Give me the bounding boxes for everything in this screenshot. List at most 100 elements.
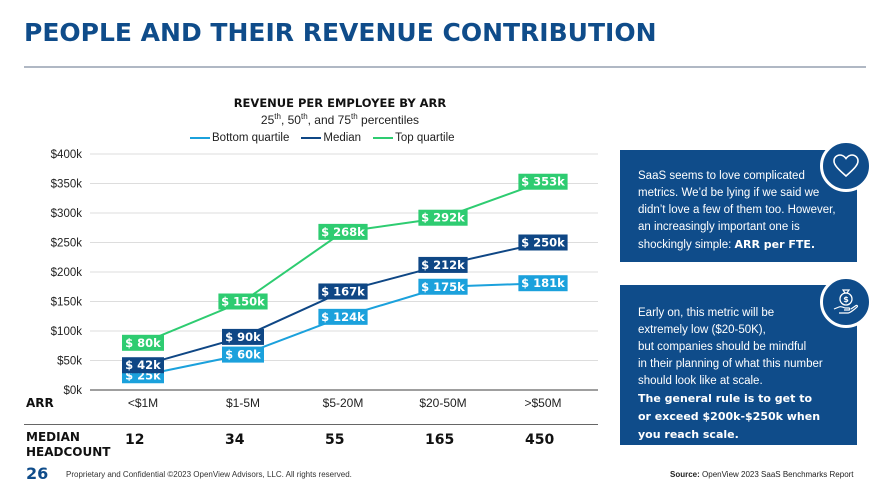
- svg-text:$: $: [843, 295, 849, 304]
- data-label: $ 175k: [418, 278, 468, 295]
- source-text: OpenView 2023 SaaS Benchmarks Report: [702, 470, 854, 479]
- median-headcount-value: 34: [225, 432, 245, 448]
- data-label: $ 42k: [122, 357, 164, 374]
- data-label-text: $ 292k: [421, 211, 465, 225]
- data-label: $ 60k: [222, 346, 264, 363]
- callout-line: SaaS seems to love complicated: [638, 170, 805, 182]
- data-label: $ 292k: [418, 209, 468, 226]
- y-tick-label: $400k: [51, 149, 83, 161]
- callout-line: Early on, this metric will be: [638, 307, 775, 319]
- y-tick-label: $250k: [51, 238, 83, 250]
- x-tick-label: $20-50M: [419, 396, 467, 410]
- callout-general-rule: Early on, this metric will be extremely …: [620, 285, 857, 445]
- y-tick-label: $200k: [51, 267, 83, 279]
- data-label-text: $ 150k: [221, 295, 265, 309]
- x-tick-label: $1-5M: [225, 396, 260, 410]
- callout-line: but companies should be mindful: [638, 341, 807, 353]
- data-label-box: [518, 173, 568, 190]
- callout-bold-text: ARR per FTE.: [734, 238, 816, 251]
- headcount-label-line: HEADCOUNT: [26, 445, 111, 459]
- heart-icon-badge: [820, 140, 872, 192]
- series-line-median: [142, 241, 544, 367]
- data-label-text: $ 212k: [421, 258, 465, 272]
- x-tick-label: <$1M: [127, 396, 159, 410]
- x-tick-label: >$50M: [524, 396, 562, 410]
- subtitle-text: percentiles: [357, 113, 420, 127]
- callout-bold-line: or exceed $200k-$250k when: [638, 410, 821, 423]
- data-label-text: $ 181k: [521, 276, 565, 290]
- page-title: PEOPLE AND THEIR REVENUE CONTRIBUTION: [24, 18, 657, 47]
- data-label-box: [218, 293, 268, 310]
- callout-line: shockingly simple: ARR per FTE.: [638, 236, 839, 254]
- data-label-text: $ 268k: [321, 225, 365, 239]
- money-bag-hand-icon: $: [833, 289, 859, 314]
- data-label-box: [222, 328, 264, 345]
- title-divider: [24, 66, 866, 68]
- footer-copyright: Proprietary and Confidential ©2023 OpenV…: [66, 470, 352, 479]
- data-label-text: $ 175k: [421, 280, 465, 294]
- legend-label: Top quartile: [395, 132, 455, 144]
- callout-line: didn’t love a few of them too. However,: [638, 204, 836, 216]
- legend-swatch: [373, 137, 394, 139]
- data-label-text: $ 90k: [225, 330, 261, 344]
- data-label-text: $ 167k: [321, 284, 365, 298]
- line-chart: $0k $50k $100k $150k $200k $250k $300k $350k $40…: [51, 149, 598, 397]
- data-label-box: [418, 256, 468, 273]
- data-label: $ 353k: [518, 173, 568, 190]
- data-label-box: [122, 357, 164, 374]
- callout-line: an increasingly important one is: [638, 221, 800, 233]
- x-tick-label: $5-20M: [322, 396, 364, 410]
- y-tick-label: $0k: [63, 385, 82, 397]
- data-label: $ 80k: [122, 334, 164, 351]
- data-label: $ 90k: [222, 328, 264, 345]
- subtitle-text: 25: [260, 113, 275, 127]
- legend-label: Bottom quartile: [212, 132, 290, 144]
- subtitle-text: , and 75: [307, 113, 352, 127]
- median-headcount-value: 12: [125, 432, 145, 448]
- data-label-box: [122, 334, 164, 351]
- data-label-box: [418, 278, 468, 295]
- page-number: 26: [26, 464, 49, 483]
- data-label-text: $ 60k: [225, 348, 261, 362]
- data-label-text: $ 353k: [521, 175, 565, 189]
- callout-bold-line: you reach scale.: [638, 428, 739, 441]
- source-note: Source: OpenView 2023 SaaS Benchmarks Re…: [670, 470, 854, 479]
- data-label-box: [318, 223, 368, 240]
- subtitle-sup: th: [351, 112, 358, 121]
- median-headcount-value: 165: [425, 432, 455, 448]
- data-label-box: [518, 275, 568, 292]
- x-axis-label: ARR: [26, 396, 54, 410]
- legend-item-bottom-quartile: Bottom quartile: [190, 132, 289, 144]
- data-label: $ 167k: [318, 283, 368, 300]
- median-headcount-label: MEDIAN HEADCOUNT: [26, 430, 110, 460]
- source-label: Source:: [670, 470, 700, 479]
- heart-icon: [833, 154, 859, 178]
- chart-title: REVENUE PER EMPLOYEE BY ARR: [233, 96, 447, 110]
- data-label-box: [318, 283, 368, 300]
- data-label: $ 212k: [418, 256, 468, 273]
- data-label-box: [518, 234, 568, 251]
- y-tick-label: $50k: [57, 356, 82, 368]
- data-label-text: $ 42k: [125, 358, 161, 372]
- chart-legend: Bottom quartile Median Top quartile: [190, 132, 455, 144]
- data-label-box: [222, 346, 264, 363]
- chart-subtitle: 25th, 50th, and 75th percentiles: [180, 112, 500, 127]
- callout-line: extremely low ($20-50K),: [638, 324, 766, 336]
- data-label: $ 150k: [218, 293, 268, 310]
- callout-bold-line: The general rule is to get to: [638, 392, 813, 405]
- data-label: $ 250k: [518, 234, 568, 251]
- data-label: $ 181k: [518, 275, 568, 292]
- callout-line: should look like at scale.: [638, 375, 763, 387]
- table-divider: [24, 424, 598, 425]
- y-tick-label: $100k: [51, 326, 83, 338]
- subtitle-text: , 50: [280, 113, 301, 127]
- data-label-box: [318, 308, 368, 325]
- subtitle-sup: th: [300, 112, 308, 121]
- data-label-text: $ 124k: [321, 310, 365, 324]
- subtitle-sup: th: [274, 112, 281, 121]
- y-tick-label: $300k: [51, 208, 83, 220]
- money-bag-icon-badge: $: [820, 276, 872, 328]
- data-label: $ 268k: [318, 223, 368, 240]
- callout-line: metrics. We’d be lying if we said we: [638, 187, 820, 199]
- data-label-text: $ 80k: [125, 336, 161, 350]
